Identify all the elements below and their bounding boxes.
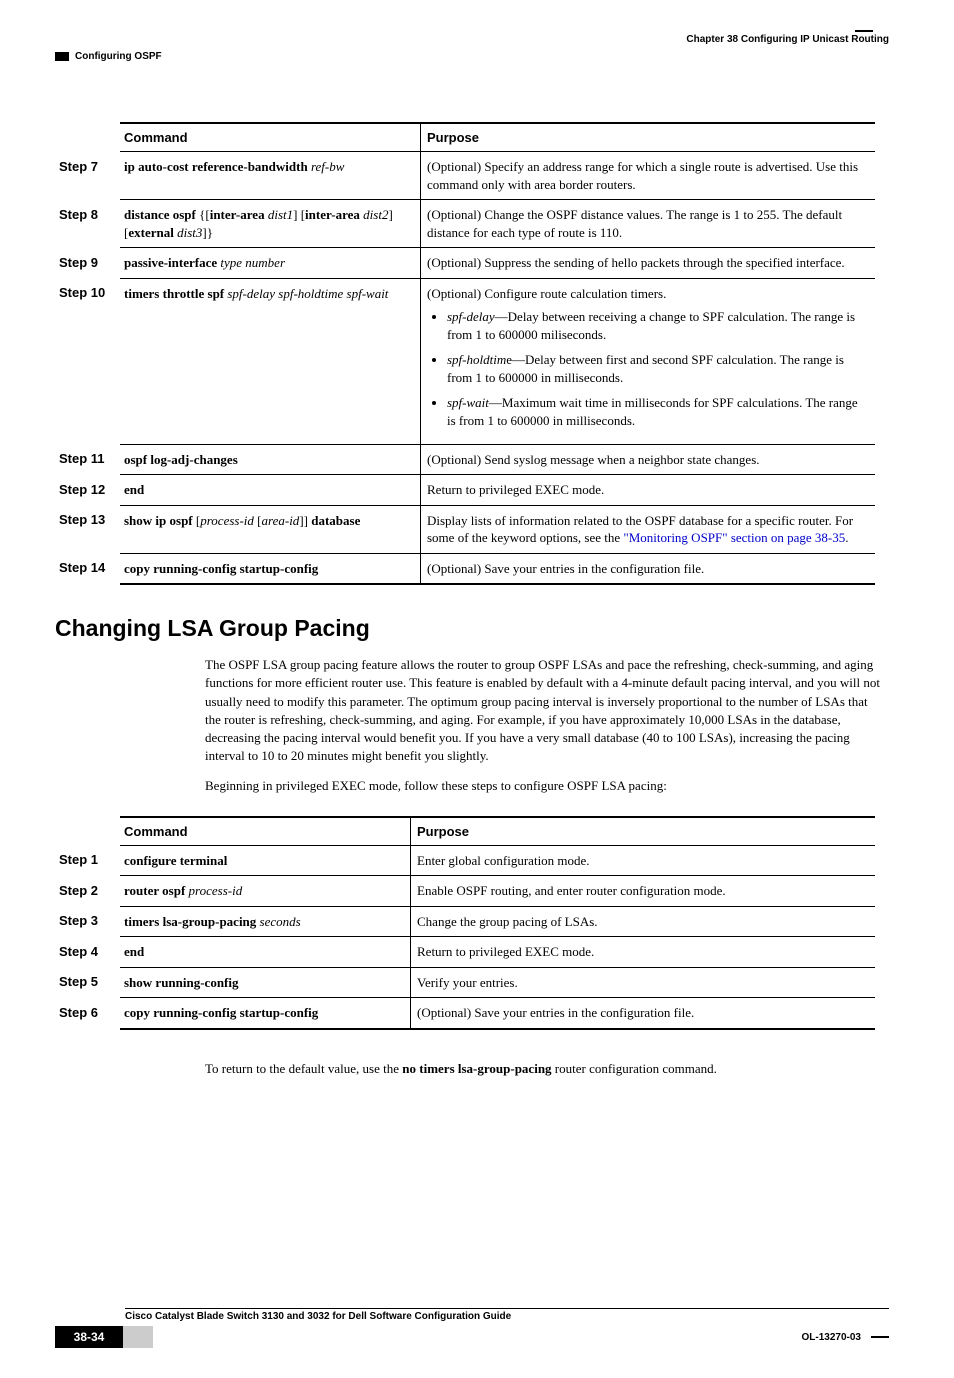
- table-row: Step 3 timers lsa-group-pacing seconds C…: [55, 906, 875, 937]
- bullet-list: spf-delay—Delay between receiving a chan…: [427, 308, 869, 429]
- command-cell: router ospf process-id: [120, 876, 411, 907]
- col-header-command: Command: [120, 123, 421, 152]
- purpose-cell: (Optional) Save your entries in the conf…: [421, 553, 876, 584]
- page-footer: Cisco Catalyst Blade Switch 3130 and 303…: [55, 1308, 889, 1348]
- step-label: Step 10: [55, 278, 120, 444]
- ospf-config-table: Command Purpose Step 7 ip auto-cost refe…: [55, 122, 875, 585]
- col-header-purpose: Purpose: [411, 817, 876, 846]
- purpose-cell: (Optional) Specify an address range for …: [421, 152, 876, 200]
- command-cell: end: [120, 937, 411, 968]
- step-label: Step 1: [55, 845, 120, 876]
- purpose-cell: Enter global configuration mode.: [411, 845, 876, 876]
- body-paragraph: The OSPF LSA group pacing feature allows…: [205, 656, 885, 765]
- step-label: Step 6: [55, 998, 120, 1029]
- chapter-label: Chapter 38 Configuring IP Unicast Routin…: [55, 34, 889, 45]
- purpose-cell: Display lists of information related to …: [421, 505, 876, 553]
- purpose-cell: (Optional) Configure route calculation t…: [421, 278, 876, 444]
- step-label: Step 2: [55, 876, 120, 907]
- table-row: Step 7 ip auto-cost reference-bandwidth …: [55, 152, 875, 200]
- command-cell: show running-config: [120, 967, 411, 998]
- doc-id: OL-13270-03: [802, 1332, 889, 1343]
- step-label: Step 9: [55, 248, 120, 279]
- purpose-cell: Enable OSPF routing, and enter router co…: [411, 876, 876, 907]
- command-cell: end: [120, 475, 421, 506]
- header-marker-icon: [55, 52, 69, 61]
- command-cell: configure terminal: [120, 845, 411, 876]
- page-number: 38-34: [55, 1326, 123, 1348]
- section-label: Configuring OSPF: [75, 51, 162, 62]
- list-item: spf-holdtime—Delay between first and sec…: [447, 351, 869, 386]
- command-cell: ospf log-adj-changes: [120, 444, 421, 475]
- command-cell: copy running-config startup-config: [120, 998, 411, 1029]
- table-row: Step 1 configure terminal Enter global c…: [55, 845, 875, 876]
- footer-title: Cisco Catalyst Blade Switch 3130 and 303…: [125, 1311, 889, 1322]
- col-header-command: Command: [120, 817, 411, 846]
- purpose-cell: Change the group pacing of LSAs.: [411, 906, 876, 937]
- table-row: Step 4 end Return to privileged EXEC mod…: [55, 937, 875, 968]
- step-label: Step 14: [55, 553, 120, 584]
- command-cell: passive-interface type number: [120, 248, 421, 279]
- purpose-cell: (Optional) Send syslog message when a ne…: [421, 444, 876, 475]
- purpose-cell: Return to privileged EXEC mode.: [411, 937, 876, 968]
- step-label: Step 13: [55, 505, 120, 553]
- table-row: Step 10 timers throttle spf spf-delay sp…: [55, 278, 875, 444]
- step-label: Step 12: [55, 475, 120, 506]
- command-cell: timers lsa-group-pacing seconds: [120, 906, 411, 937]
- monitoring-ospf-link[interactable]: "Monitoring OSPF" section on page 38-35: [623, 530, 845, 545]
- body-paragraph: Beginning in privileged EXEC mode, follo…: [205, 777, 885, 795]
- table-row: Step 6 copy running-config startup-confi…: [55, 998, 875, 1029]
- page-header: Chapter 38 Configuring IP Unicast Routin…: [55, 30, 889, 62]
- list-item: spf-delay—Delay between receiving a chan…: [447, 308, 869, 343]
- list-item: spf-wait—Maximum wait time in millisecon…: [447, 394, 869, 429]
- step-label: Step 11: [55, 444, 120, 475]
- table-row: Step 2 router ospf process-id Enable OSP…: [55, 876, 875, 907]
- section-heading: Changing LSA Group Pacing: [55, 615, 889, 642]
- command-cell: ip auto-cost reference-bandwidth ref-bw: [120, 152, 421, 200]
- command-cell: distance ospf {[inter-area dist1] [inter…: [120, 200, 421, 248]
- purpose-cell: (Optional) Suppress the sending of hello…: [421, 248, 876, 279]
- body-paragraph: To return to the default value, use the …: [205, 1060, 885, 1078]
- lsa-pacing-table: Command Purpose Step 1 configure termina…: [55, 816, 875, 1030]
- purpose-cell: Return to privileged EXEC mode.: [421, 475, 876, 506]
- table-row: Step 14 copy running-config startup-conf…: [55, 553, 875, 584]
- table-row: Step 5 show running-config Verify your e…: [55, 967, 875, 998]
- step-label: Step 3: [55, 906, 120, 937]
- command-cell: copy running-config startup-config: [120, 553, 421, 584]
- step-label: Step 8: [55, 200, 120, 248]
- table-row: Step 13 show ip ospf [process-id [area-i…: [55, 505, 875, 553]
- step-label: Step 7: [55, 152, 120, 200]
- table-row: Step 11 ospf log-adj-changes (Optional) …: [55, 444, 875, 475]
- purpose-cell: (Optional) Change the OSPF distance valu…: [421, 200, 876, 248]
- col-header-purpose: Purpose: [421, 123, 876, 152]
- command-cell: show ip ospf [process-id [area-id]] data…: [120, 505, 421, 553]
- step-label: Step 5: [55, 967, 120, 998]
- table-row: Step 8 distance ospf {[inter-area dist1]…: [55, 200, 875, 248]
- purpose-cell: (Optional) Save your entries in the conf…: [411, 998, 876, 1029]
- step-label: Step 4: [55, 937, 120, 968]
- table-row: Step 9 passive-interface type number (Op…: [55, 248, 875, 279]
- table-row: Step 12 end Return to privileged EXEC mo…: [55, 475, 875, 506]
- command-cell: timers throttle spf spf-delay spf-holdti…: [120, 278, 421, 444]
- purpose-cell: Verify your entries.: [411, 967, 876, 998]
